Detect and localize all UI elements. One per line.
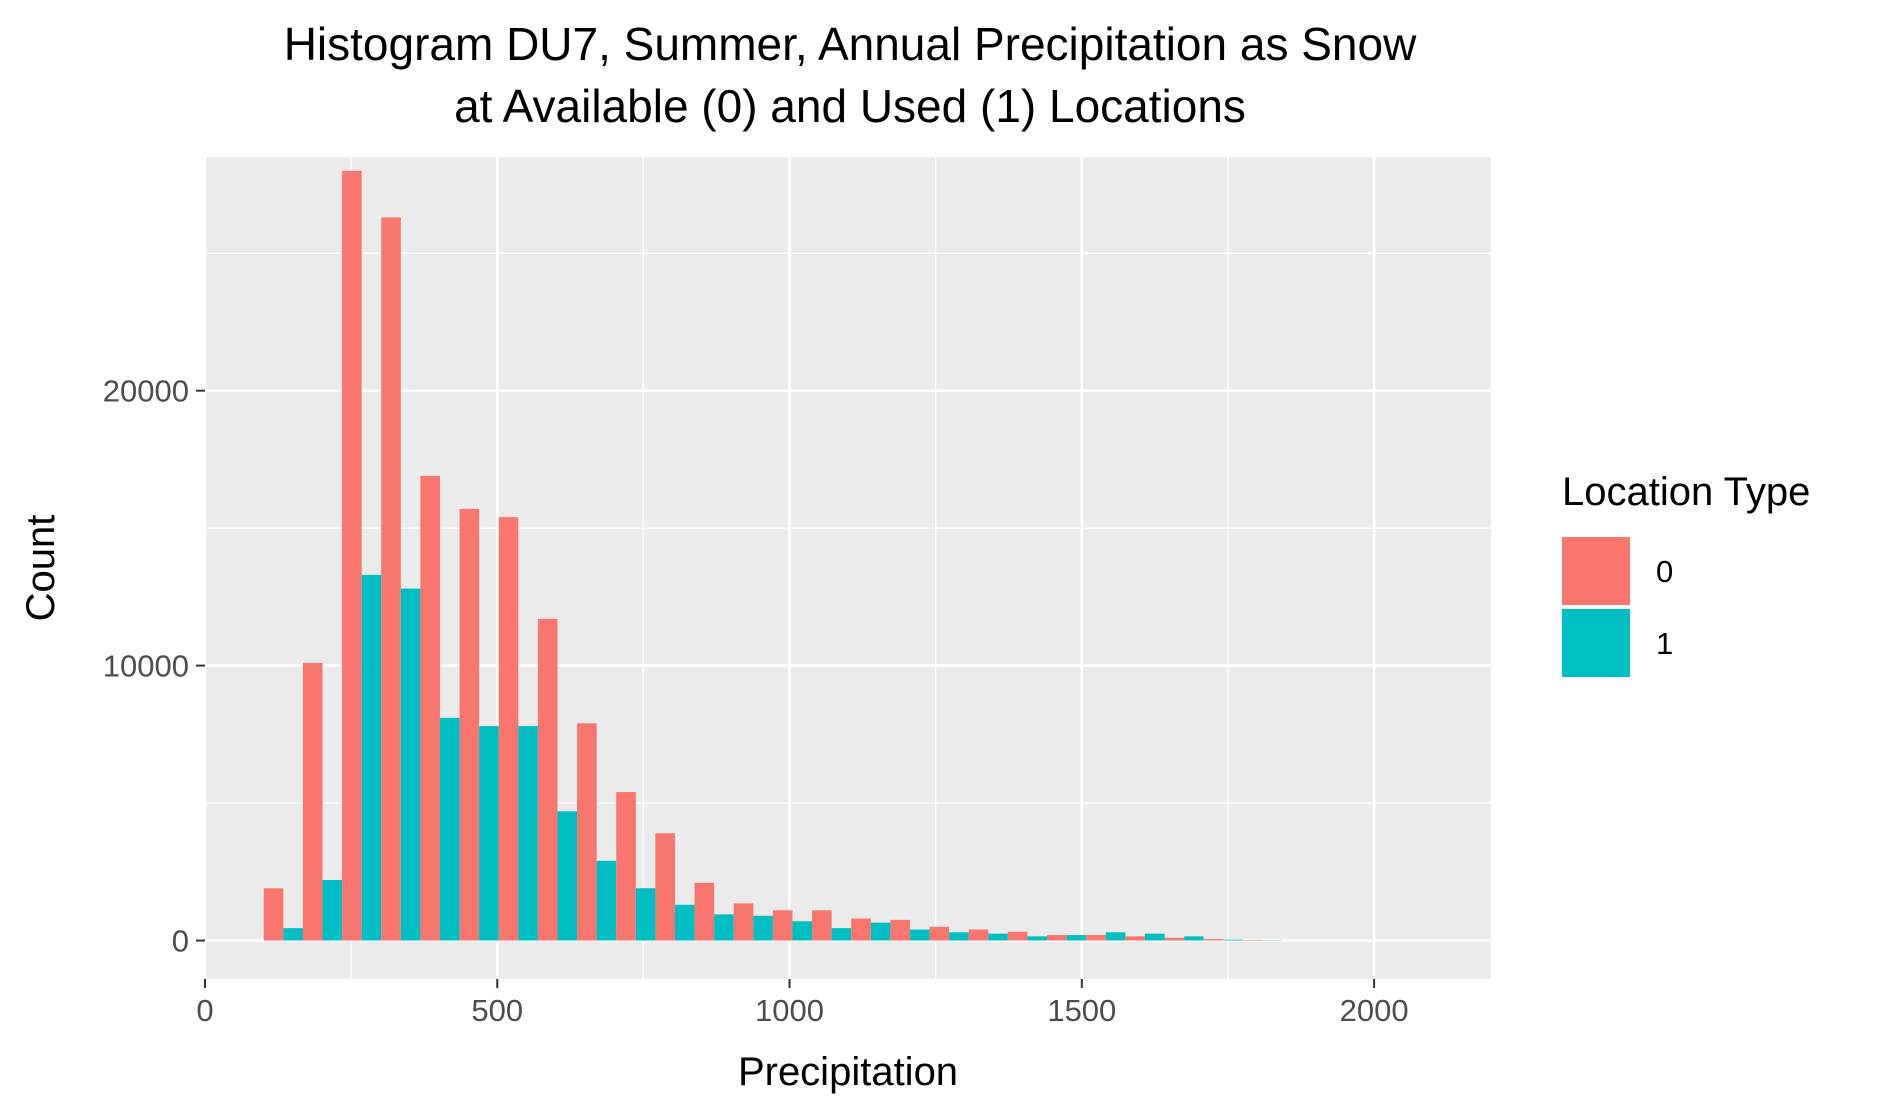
bar-series-0: [1242, 939, 1263, 941]
bar-series-1: [1027, 936, 1048, 941]
bar-series-0: [1047, 935, 1067, 941]
bar-series-0: [655, 833, 675, 941]
x-tick-label: 2000: [1340, 993, 1409, 1028]
bar-series-0: [968, 929, 989, 941]
grid-lines: [203, 157, 1491, 979]
bar-series-1: [988, 933, 1008, 941]
bar-series-1: [949, 932, 969, 941]
bar-series-1: [1184, 936, 1204, 941]
bar-series-0: [1007, 931, 1028, 941]
bar-series-0: [459, 508, 480, 941]
bar-series-1: [753, 915, 773, 941]
bar-series-1: [1066, 935, 1087, 941]
bar-series-1: [400, 588, 421, 941]
x-tick-label: 0: [196, 993, 213, 1028]
bar-series-1: [479, 726, 499, 941]
bar-series-0: [537, 618, 558, 941]
x-tick-label: 1500: [1047, 993, 1116, 1028]
bar-series-0: [851, 918, 871, 941]
chart-title-line-1: Histogram DU7, Summer, Annual Precipitat…: [284, 18, 1417, 70]
bar-series-1: [792, 921, 813, 941]
bar-series-1: [635, 888, 656, 941]
legend: Location Type 0 1: [1562, 470, 1810, 677]
legend-title: Location Type: [1562, 470, 1810, 514]
legend-key-1: [1562, 609, 1630, 677]
bar-series-1: [1105, 932, 1126, 941]
bar-series-0: [812, 910, 832, 941]
legend-label-0: 0: [1656, 554, 1673, 589]
bar-series-0: [420, 475, 440, 941]
bars: [263, 170, 1283, 941]
bar-series-1: [674, 904, 695, 941]
bar-series-1: [831, 928, 852, 941]
bar-series-0: [733, 903, 754, 941]
bar-series-0: [498, 517, 519, 941]
bar-series-0: [616, 792, 636, 941]
bar-series-1: [283, 928, 303, 941]
legend-label-1: 1: [1656, 626, 1673, 661]
bar-series-1: [1144, 933, 1165, 941]
y-tick-label: 0: [172, 924, 189, 959]
bar-series-0: [381, 217, 401, 941]
bar-series-0: [263, 888, 284, 941]
y-axis-title: Count: [19, 515, 63, 622]
bar-series-1: [557, 811, 578, 941]
bar-series-1: [714, 914, 734, 941]
bar-series-0: [1125, 936, 1145, 941]
bar-series-1: [870, 922, 891, 941]
bar-series-1: [518, 726, 538, 941]
bar-series-0: [772, 910, 793, 941]
x-axis-title: Precipitation: [738, 1050, 958, 1094]
y-tick-label: 20000: [103, 374, 189, 409]
y-tick-label: 10000: [103, 649, 189, 684]
bar-series-0: [302, 662, 323, 941]
bar-series-0: [1086, 935, 1106, 941]
bar-series-1: [361, 574, 382, 941]
x-tick-label: 500: [471, 993, 523, 1028]
legend-key-0: [1562, 537, 1630, 605]
bar-series-0: [1203, 939, 1224, 941]
bar-series-0: [890, 919, 910, 941]
bar-series-1: [322, 880, 343, 941]
bar-series-0: [929, 926, 950, 941]
bar-series-0: [1164, 937, 1185, 941]
bar-series-1: [439, 717, 460, 941]
x-tick-label: 1000: [755, 993, 824, 1028]
bar-series-1: [909, 929, 930, 941]
bar-series-1: [1223, 939, 1243, 941]
chart-title-line-2: at Available (0) and Used (1) Locations: [454, 80, 1246, 132]
bar-series-0: [577, 723, 597, 941]
bar-series-1: [596, 860, 617, 941]
chart-title: Histogram DU7, Summer, Annual Precipitat…: [284, 18, 1417, 132]
bar-series-0: [694, 882, 715, 941]
bar-series-0: [342, 170, 362, 941]
